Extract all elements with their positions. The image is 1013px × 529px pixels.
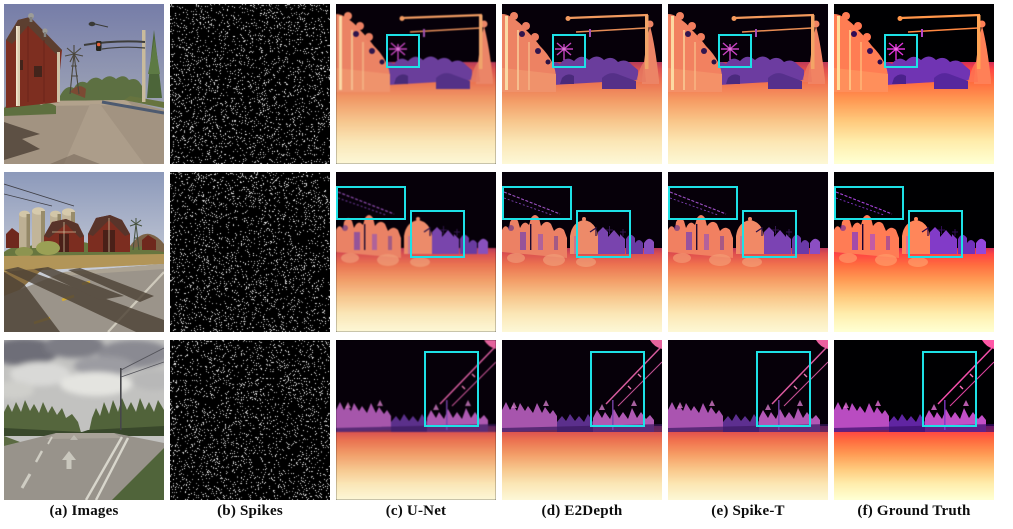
caption-ground-truth: (f) Ground Truth (857, 503, 971, 519)
panel-row1-image (4, 4, 164, 164)
rgb-scene-row1 (4, 4, 164, 164)
depth-map-row1-unet (336, 4, 496, 164)
depth-map-row1-ground-truth (834, 4, 994, 164)
caption-e2depth: (d) E2Depth (541, 503, 623, 519)
depth-map-row2-ground-truth (834, 172, 994, 332)
panel-row2-e2depth (502, 172, 662, 332)
panel-row3-ground-truth (834, 340, 994, 500)
panel-row2-ground-truth (834, 172, 994, 332)
depth-map-row1-spiket (668, 4, 828, 164)
depth-map-row3-spiket (668, 340, 828, 500)
caption-spikes: (b) Spikes (217, 503, 283, 519)
panel-row3-spikes (170, 340, 330, 500)
panel-row1-spiket (668, 4, 828, 164)
spike-frame-row2 (170, 172, 330, 332)
depth-map-row3-ground-truth (834, 340, 994, 500)
spike-frame-row3 (170, 340, 330, 500)
depth-map-row2-spiket (668, 172, 828, 332)
depth-map-row2-e2depth (502, 172, 662, 332)
depth-map-row3-unet (336, 340, 496, 500)
panel-row1-e2depth (502, 4, 662, 164)
panel-row3-e2depth (502, 340, 662, 500)
panel-row1-unet (336, 4, 496, 164)
caption-unet: (c) U-Net (385, 503, 447, 519)
panel-row3-image (4, 340, 164, 500)
caption-row: (a) Images (b) Spikes (c) U-Net (d) E2De… (4, 503, 994, 520)
panel-row3-unet (336, 340, 496, 500)
panel-row1-ground-truth (834, 4, 994, 164)
depth-map-row3-e2depth (502, 340, 662, 500)
figure-grid (4, 4, 994, 500)
panel-row2-spikes (170, 172, 330, 332)
rgb-scene-row2 (4, 172, 164, 332)
depth-map-row1-e2depth (502, 4, 662, 164)
panel-row1-spikes (170, 4, 330, 164)
spike-frame-row1 (170, 4, 330, 164)
caption-spiket: (e) Spike-T (711, 503, 785, 519)
panel-row3-spiket (668, 340, 828, 500)
panel-row2-unet (336, 172, 496, 332)
caption-images: (a) Images (49, 503, 119, 519)
depth-map-row2-unet (336, 172, 496, 332)
panel-row2-image (4, 172, 164, 332)
rgb-scene-row3 (4, 340, 164, 500)
panel-row2-spiket (668, 172, 828, 332)
